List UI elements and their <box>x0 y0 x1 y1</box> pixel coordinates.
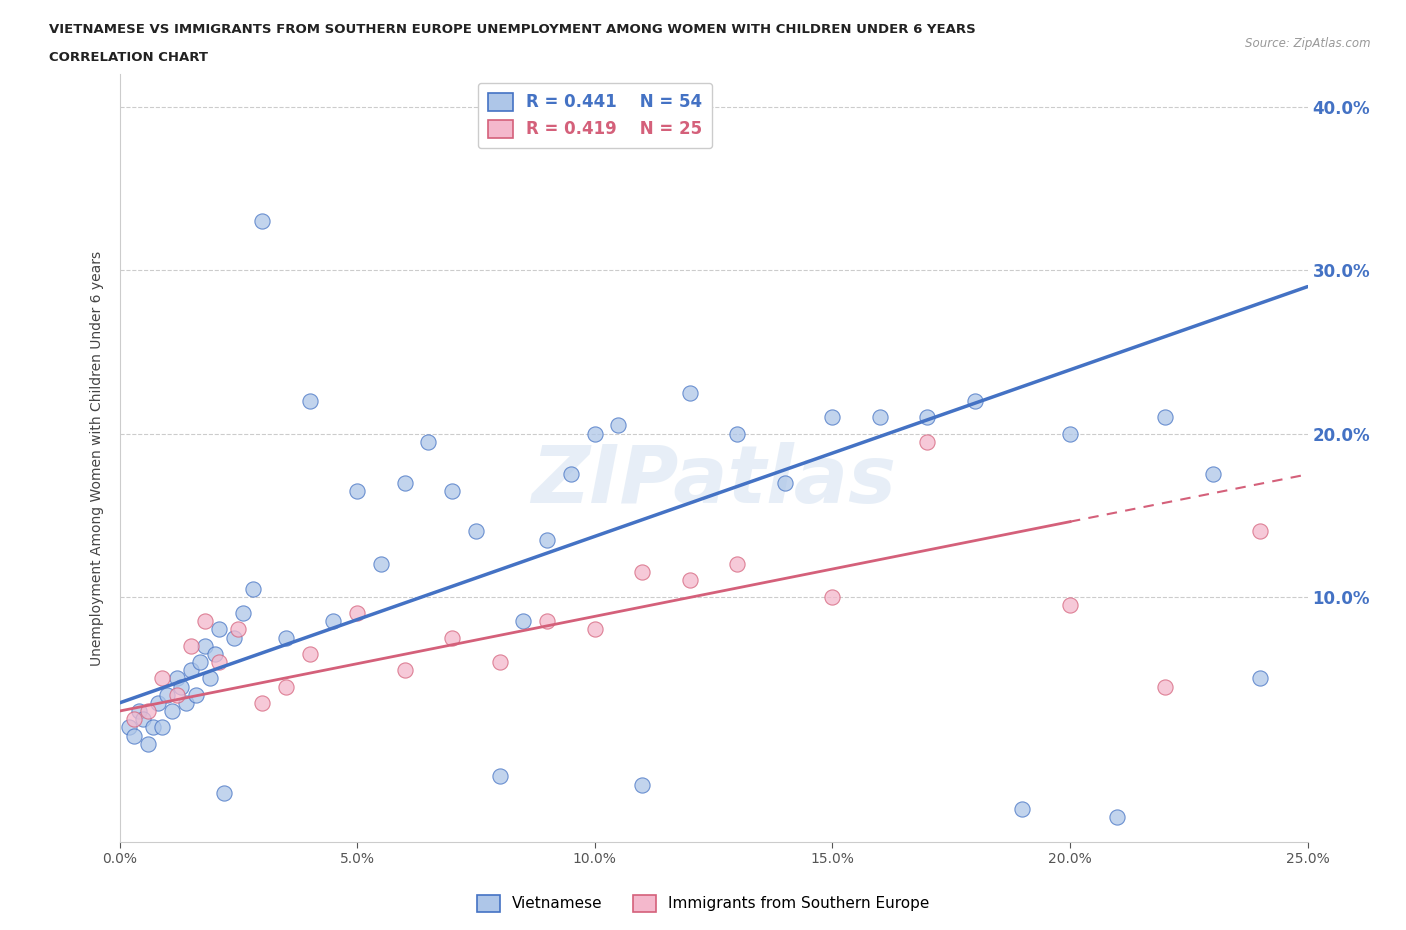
Point <box>180 638 202 653</box>
Text: VIETNAMESE VS IMMIGRANTS FROM SOUTHERN EUROPE UNEMPLOYMENT AMONG WOMEN WITH CHIL: VIETNAMESE VS IMMIGRANTS FROM SOUTHERN E… <box>49 23 976 36</box>
Point <box>122 711 145 726</box>
Point <box>166 671 188 685</box>
Point <box>679 573 702 588</box>
Point <box>536 614 558 629</box>
Point <box>917 434 939 449</box>
Point <box>821 590 844 604</box>
Point <box>174 696 197 711</box>
Point <box>418 434 440 449</box>
Point <box>607 418 630 432</box>
Point <box>188 655 211 670</box>
Point <box>250 696 273 711</box>
Point <box>1154 679 1177 694</box>
Point <box>963 393 986 408</box>
Point <box>136 704 159 719</box>
Point <box>122 728 145 743</box>
Point <box>128 704 150 719</box>
Point <box>208 655 231 670</box>
Point <box>184 687 207 702</box>
Point <box>346 605 368 620</box>
Point <box>204 646 226 661</box>
Point <box>1249 524 1271 538</box>
Point <box>146 696 169 711</box>
Point <box>136 737 159 751</box>
Point <box>232 605 254 620</box>
Point <box>1011 802 1033 817</box>
Point <box>917 410 939 425</box>
Text: Source: ZipAtlas.com: Source: ZipAtlas.com <box>1246 37 1371 50</box>
Point <box>194 638 217 653</box>
Point <box>212 785 235 800</box>
Point <box>512 614 534 629</box>
Point <box>488 655 510 670</box>
Point <box>142 720 165 735</box>
Legend: Vietnamese, Immigrants from Southern Europe: Vietnamese, Immigrants from Southern Eur… <box>471 889 935 918</box>
Point <box>170 679 193 694</box>
Point <box>773 475 796 490</box>
Point <box>679 385 702 400</box>
Point <box>166 687 188 702</box>
Point <box>242 581 264 596</box>
Point <box>274 631 297 645</box>
Point <box>194 614 217 629</box>
Text: CORRELATION CHART: CORRELATION CHART <box>49 51 208 64</box>
Point <box>228 622 250 637</box>
Point <box>1201 467 1223 482</box>
Point <box>150 671 173 685</box>
Point <box>1154 410 1177 425</box>
Point <box>631 565 654 579</box>
Point <box>488 769 510 784</box>
Point <box>536 532 558 547</box>
Point <box>156 687 179 702</box>
Point <box>560 467 582 482</box>
Point <box>298 646 321 661</box>
Point <box>1059 597 1081 612</box>
Point <box>1107 810 1129 825</box>
Point <box>725 426 748 441</box>
Point <box>132 711 155 726</box>
Point <box>394 663 416 678</box>
Point <box>346 484 368 498</box>
Point <box>160 704 183 719</box>
Point <box>725 557 748 572</box>
Point <box>208 622 231 637</box>
Y-axis label: Unemployment Among Women with Children Under 6 years: Unemployment Among Women with Children U… <box>90 250 104 666</box>
Point <box>583 426 606 441</box>
Point <box>118 720 141 735</box>
Point <box>222 631 245 645</box>
Point <box>583 622 606 637</box>
Text: ZIPatlas: ZIPatlas <box>531 442 896 520</box>
Point <box>198 671 221 685</box>
Point <box>1059 426 1081 441</box>
Point <box>180 663 202 678</box>
Point <box>394 475 416 490</box>
Point <box>250 214 273 229</box>
Point <box>821 410 844 425</box>
Point <box>869 410 891 425</box>
Point <box>631 777 654 792</box>
Point <box>1249 671 1271 685</box>
Point <box>441 631 464 645</box>
Point <box>464 524 488 538</box>
Point <box>298 393 321 408</box>
Point <box>150 720 173 735</box>
Point <box>322 614 344 629</box>
Point <box>441 484 464 498</box>
Point <box>274 679 297 694</box>
Point <box>370 557 392 572</box>
Legend: R = 0.441    N = 54, R = 0.419    N = 25: R = 0.441 N = 54, R = 0.419 N = 25 <box>478 83 711 149</box>
